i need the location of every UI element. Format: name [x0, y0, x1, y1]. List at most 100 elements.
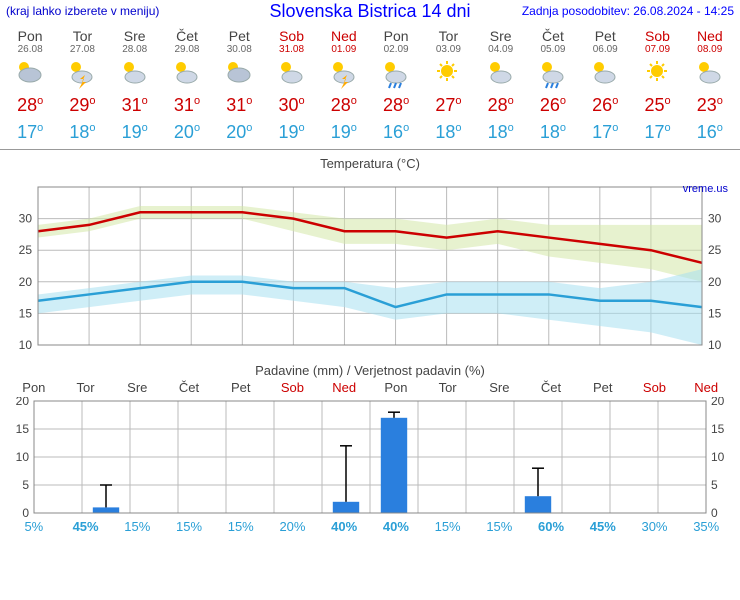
svg-text:5: 5: [711, 478, 718, 492]
weather-icon: [265, 59, 317, 89]
day-col: Pet30.0831o20o: [213, 28, 265, 143]
day-of-week: Ned: [684, 28, 736, 44]
weather-icon: [527, 59, 579, 89]
day-of-week: Sre: [109, 28, 161, 44]
day-col: Čet05.0926o18o: [527, 28, 579, 143]
day-col: Tor27.08 29o 18o: [56, 28, 108, 143]
precip-probability: 20%: [267, 519, 319, 534]
last-update: Zadnja posodobitev: 26.08.2024 - 14:25: [522, 4, 734, 18]
precip-day-label: Sre: [473, 380, 525, 395]
chart-attribution: vreme.us: [683, 183, 728, 195]
temp-low: 19o: [109, 122, 161, 143]
precip-probability: 30%: [629, 519, 681, 534]
precip-day-label: Pon: [8, 380, 60, 395]
precip-day-label: Sre: [111, 380, 163, 395]
precip-probability: 15%: [422, 519, 474, 534]
temp-high: 26o: [579, 95, 631, 116]
svg-text:10: 10: [16, 450, 30, 464]
day-of-week: Čet: [527, 28, 579, 44]
temp-low: 20o: [161, 122, 213, 143]
precip-probability: 15%: [215, 519, 267, 534]
svg-text:0: 0: [711, 506, 718, 517]
precip-day-label: Čet: [163, 380, 215, 395]
precip-day-label: Sob: [267, 380, 319, 395]
precip-day-label: Tor: [60, 380, 112, 395]
precip-probability: 35%: [680, 519, 732, 534]
day-col: Sre04.0928o18o: [475, 28, 527, 143]
day-date: 29.08: [161, 44, 213, 55]
forecast-grid: Pon26.0828o17oTor27.0829o18oSre28.0831o1…: [0, 24, 740, 150]
day-date: 31.08: [265, 44, 317, 55]
precip-probability: 45%: [60, 519, 112, 534]
temp-low: 18o: [56, 122, 108, 143]
day-col: Sob07.0925o17o: [631, 28, 683, 143]
temp-high: 29o: [56, 95, 108, 116]
precip-probability: 15%: [111, 519, 163, 534]
precip-day-label: Čet: [525, 380, 577, 395]
temp-low: 17o: [4, 122, 56, 143]
svg-text:25: 25: [19, 243, 33, 257]
temp-high: 31o: [109, 95, 161, 116]
precip-probability: 15%: [473, 519, 525, 534]
temp-high: 28o: [4, 95, 56, 116]
precip-day-label: Pet: [577, 380, 629, 395]
weather-icon: [213, 59, 265, 89]
temp-high: 28o: [318, 95, 370, 116]
weather-icon: [475, 59, 527, 89]
menu-link[interactable]: (kraj lahko izberete v meniju): [6, 4, 159, 18]
day-date: 06.09: [579, 44, 631, 55]
temp-low: 16o: [684, 122, 736, 143]
weather-icon: [370, 59, 422, 89]
svg-text:20: 20: [19, 275, 33, 289]
day-date: 30.08: [213, 44, 265, 55]
temp-high: 23o: [684, 95, 736, 116]
temp-high: 31o: [213, 95, 265, 116]
day-of-week: Tor: [422, 28, 474, 44]
day-col: Sob31.0830o19o: [265, 28, 317, 143]
day-of-week: Pon: [370, 28, 422, 44]
precip-probability: 15%: [163, 519, 215, 534]
svg-text:0: 0: [22, 506, 29, 517]
temp-low: 16o: [370, 122, 422, 143]
temp-low: 17o: [579, 122, 631, 143]
day-of-week: Čet: [161, 28, 213, 44]
day-of-week: Sob: [265, 28, 317, 44]
day-col: Tor03.0927o18o: [422, 28, 474, 143]
day-date: 01.09: [318, 44, 370, 55]
day-of-week: Sre: [475, 28, 527, 44]
svg-text:15: 15: [708, 306, 722, 320]
weather-icon: [684, 59, 736, 89]
day-date: 27.08: [56, 44, 108, 55]
day-col: Ned01.0928o19o: [318, 28, 370, 143]
day-of-week: Pon: [4, 28, 56, 44]
weather-icon: [56, 59, 108, 89]
svg-text:10: 10: [19, 338, 33, 351]
svg-text:10: 10: [708, 338, 722, 351]
day-col: Sre28.0831o19o: [109, 28, 161, 143]
day-col: Pet06.0926o17o: [579, 28, 631, 143]
day-of-week: Tor: [56, 28, 108, 44]
precip-probability: 40%: [318, 519, 370, 534]
svg-text:30: 30: [19, 212, 33, 226]
svg-text:15: 15: [16, 422, 30, 436]
precip-probability: 5%: [8, 519, 60, 534]
temp-high: 26o: [527, 95, 579, 116]
temp-high: 31o: [161, 95, 213, 116]
temp-high: 25o: [631, 95, 683, 116]
precip-day-label: Sob: [629, 380, 681, 395]
precip-day-label: Pon: [370, 380, 422, 395]
svg-text:20: 20: [16, 397, 30, 408]
temp-high: 28o: [475, 95, 527, 116]
day-col: Pon26.0828o17o: [4, 28, 56, 143]
day-date: 02.09: [370, 44, 422, 55]
temp-low: 19o: [318, 122, 370, 143]
svg-text:5: 5: [22, 478, 29, 492]
svg-text:25: 25: [708, 243, 722, 257]
day-date: 07.09: [631, 44, 683, 55]
svg-text:15: 15: [711, 422, 725, 436]
temp-low: 19o: [265, 122, 317, 143]
page-title: Slovenska Bistrica 14 dni: [269, 1, 470, 22]
temp-low: 17o: [631, 122, 683, 143]
day-date: 08.09: [684, 44, 736, 55]
temp-high: 27o: [422, 95, 474, 116]
